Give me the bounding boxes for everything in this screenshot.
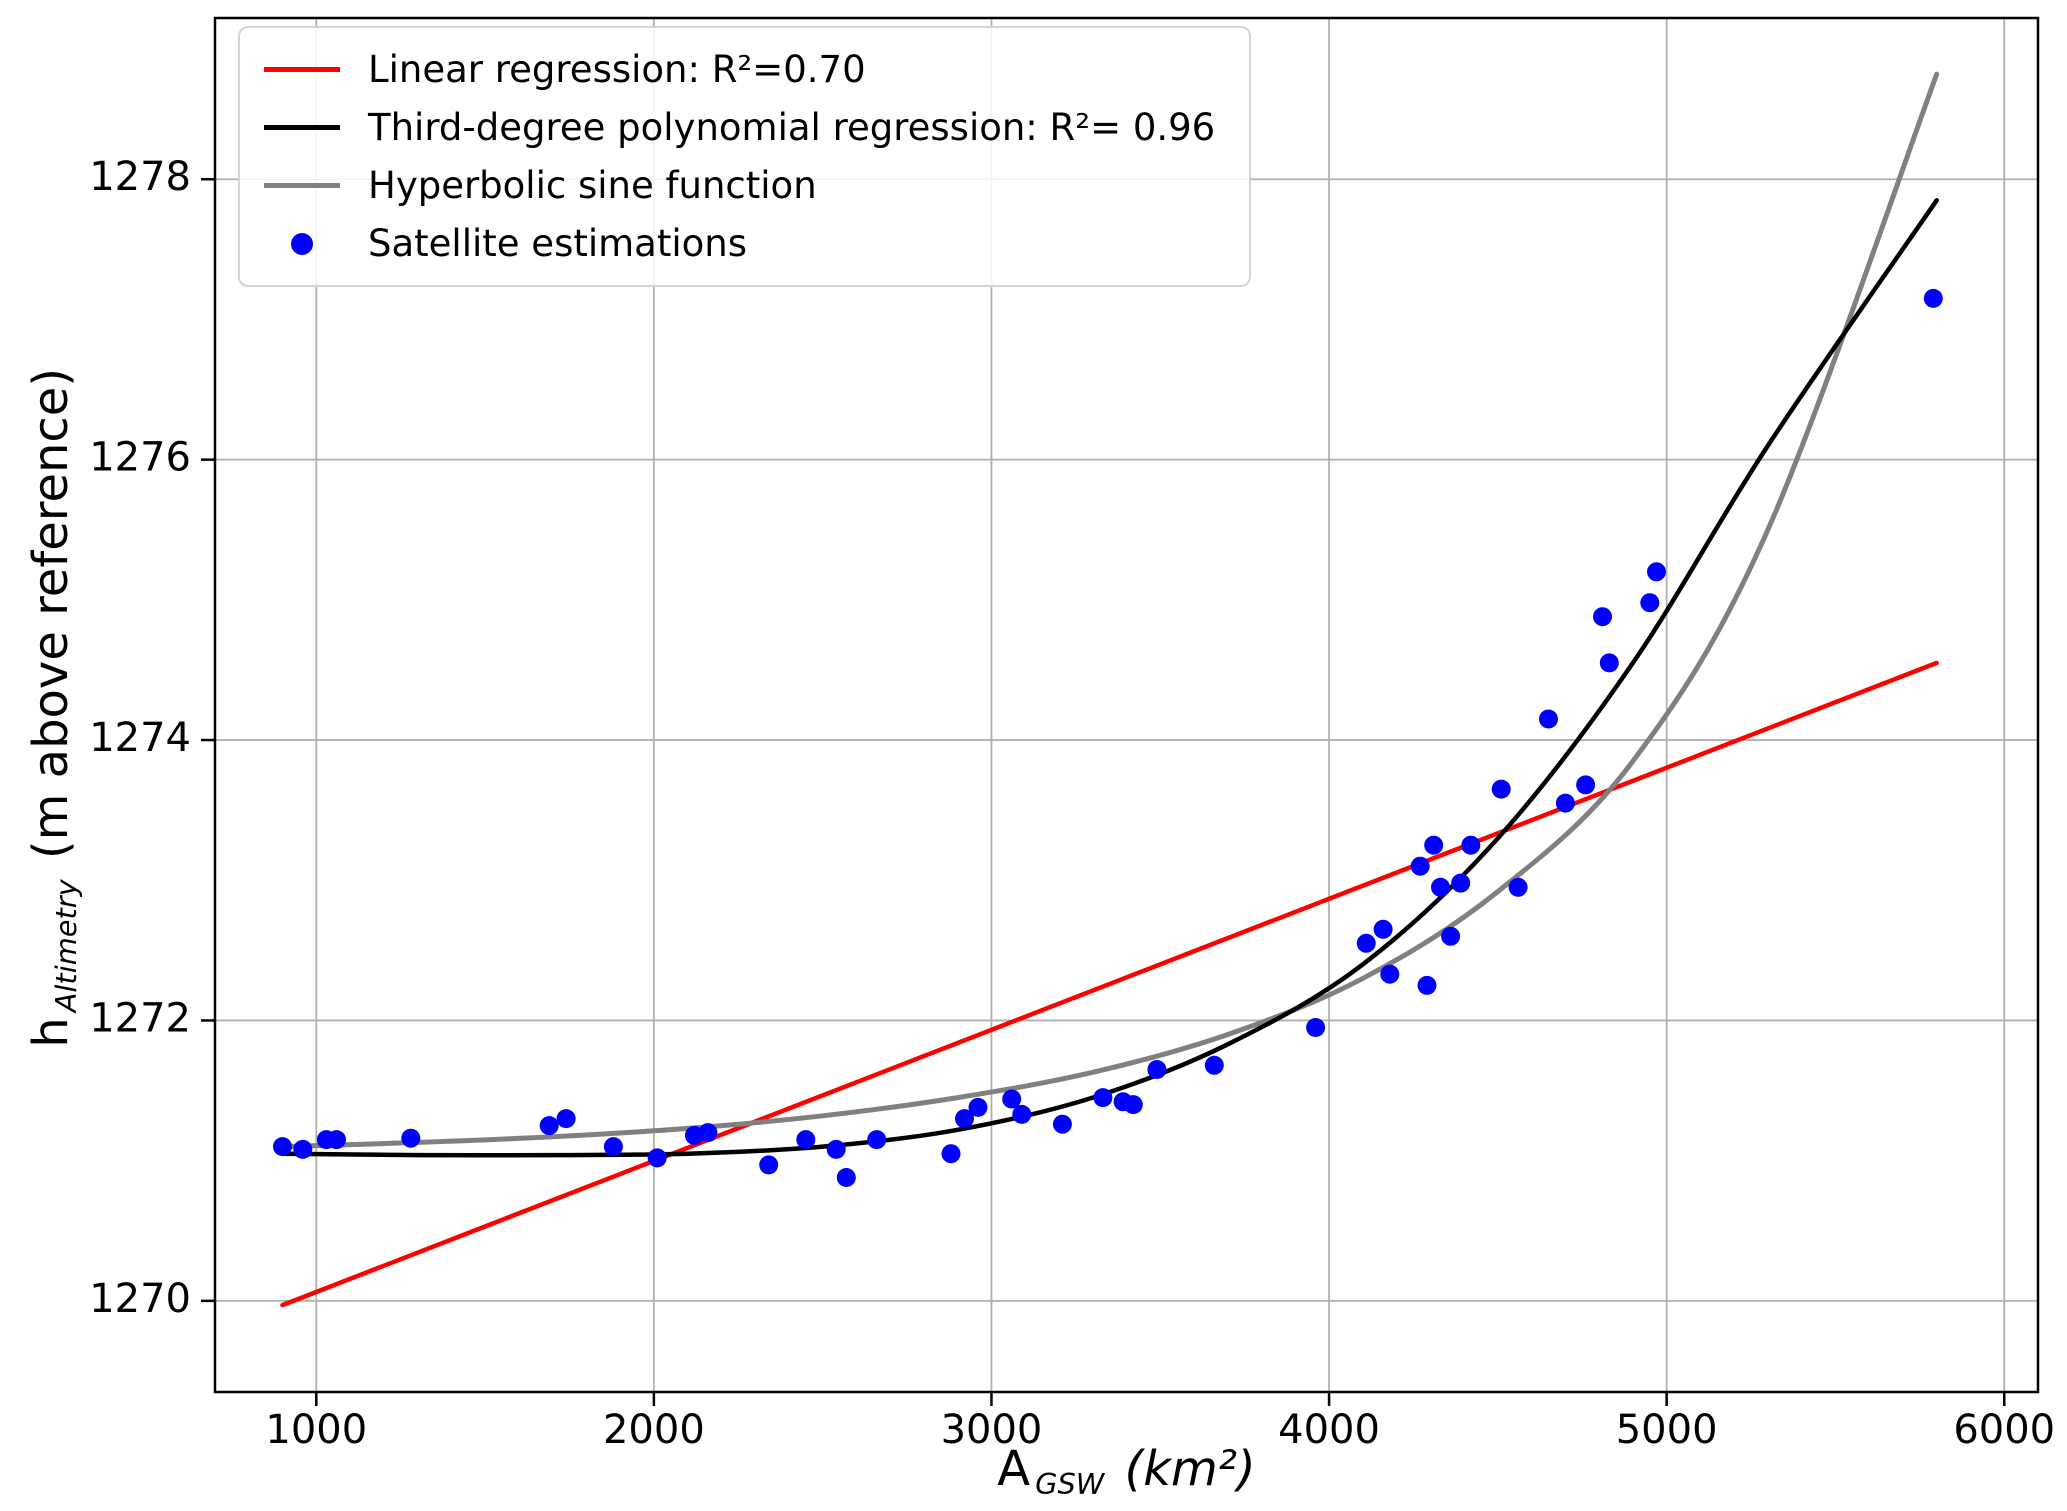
scatter-point	[1093, 1088, 1113, 1108]
scatter-point	[539, 1116, 559, 1136]
legend-item-linear-regression: Linear regression: R²=0.70	[264, 48, 1215, 91]
x-tick-label: 3000	[941, 1407, 1043, 1453]
y-tick-label: 1274	[89, 715, 191, 761]
scatter-point	[401, 1128, 421, 1148]
scatter-point	[1417, 975, 1437, 995]
scatter-point	[1410, 856, 1430, 876]
plot-border	[213, 16, 2040, 1394]
scatter-point	[1012, 1104, 1032, 1124]
x-tick-label: 1000	[265, 1407, 367, 1453]
y-tick-label: 1270	[89, 1276, 191, 1322]
scatter-point	[1508, 877, 1528, 897]
x-tick-label: 5000	[1616, 1407, 1718, 1453]
x-tick-label: 2000	[603, 1407, 705, 1453]
scatter-point	[1491, 779, 1511, 799]
y-tick-label: 1276	[89, 435, 191, 481]
y-axis-label-symbol: h	[23, 1017, 80, 1048]
scatter-point	[698, 1123, 718, 1143]
y-axis-label-unit: (m above reference)	[23, 367, 80, 860]
y-axis-label: h Altimetry (m above reference)	[23, 8, 83, 1408]
legend-label-polynomial-regression: Third-degree polynomial regression: R²= …	[368, 106, 1216, 149]
scatter-point	[1451, 873, 1471, 893]
y-tick-label: 1278	[89, 154, 191, 200]
scatter-point	[273, 1137, 292, 1157]
legend-label-hyperbolic-sine: Hyperbolic sine function	[368, 164, 817, 207]
scatter-point	[796, 1130, 816, 1150]
legend-item-hyperbolic-sine: Hyperbolic sine function	[264, 164, 1215, 207]
scatter-point	[867, 1130, 887, 1150]
scatter-point	[293, 1139, 313, 1159]
scatter-point	[1441, 926, 1461, 946]
scatter-point	[1356, 933, 1376, 953]
x-axis-label-unit: (km²)	[1124, 1441, 1256, 1497]
x-axis-label-subscript: GSW	[1035, 1466, 1105, 1501]
x-tick-label: 4000	[1278, 1407, 1380, 1453]
scatter-point	[647, 1148, 667, 1168]
scatter-point	[1461, 835, 1481, 855]
legend-label-linear-regression: Linear regression: R²=0.70	[368, 48, 866, 91]
x-tick-label: 6000	[1953, 1407, 2055, 1453]
scatter-point	[1640, 593, 1660, 613]
scatter-point	[1431, 877, 1450, 897]
scatter-point	[1424, 835, 1444, 855]
scatter-point	[1647, 562, 1666, 582]
scatter-point	[955, 1109, 974, 1129]
scatter-point	[826, 1139, 846, 1159]
y-axis-label-subscript: Altimetry	[48, 879, 83, 1013]
scatter-point	[1373, 919, 1393, 939]
scatter-point	[556, 1109, 576, 1129]
legend-line-sample-red	[264, 67, 340, 72]
x-axis-label-symbol: A	[997, 1441, 1031, 1497]
scatter-point	[1380, 964, 1400, 984]
scatter-point	[1204, 1055, 1224, 1075]
scatter-point	[1555, 793, 1575, 813]
y-tick-label: 1272	[89, 995, 191, 1041]
scatter-point	[1599, 653, 1619, 673]
scatter-point	[1576, 775, 1596, 795]
x-axis-label: A GSW (km²)	[215, 1441, 2038, 1501]
scatter-point	[1923, 288, 1943, 308]
legend-marker-sample-blue	[291, 232, 313, 255]
legend-line-sample-black	[264, 125, 340, 130]
scatter-point	[1539, 709, 1558, 729]
series-line-hyperbolic-sine-function	[280, 71, 1940, 1150]
scatter-point	[1593, 607, 1612, 627]
series-line-linear-regression	[280, 660, 1939, 1308]
scatter-point	[759, 1155, 779, 1175]
scatter-point	[1147, 1060, 1167, 1079]
legend: Linear regression: R²=0.70 Third-degree …	[238, 26, 1252, 287]
scatter-point	[327, 1130, 346, 1150]
scatter-point	[941, 1144, 961, 1164]
scatter-point	[1123, 1095, 1143, 1115]
scatter-point	[1306, 1018, 1326, 1037]
series-line-third-degree-polynomial-regression	[280, 198, 1939, 1158]
scatter-point	[836, 1168, 856, 1187]
scatter-point	[603, 1137, 623, 1157]
legend-line-sample-gray	[264, 183, 340, 188]
legend-label-satellite-estimations: Satellite estimations	[368, 222, 747, 265]
scatter-point	[1002, 1089, 1022, 1109]
scatter-point	[968, 1097, 988, 1117]
scatter-point	[1052, 1114, 1072, 1134]
legend-item-polynomial-regression: Third-degree polynomial regression: R²= …	[264, 106, 1215, 149]
legend-item-satellite-estimations: Satellite estimations	[264, 222, 1215, 265]
